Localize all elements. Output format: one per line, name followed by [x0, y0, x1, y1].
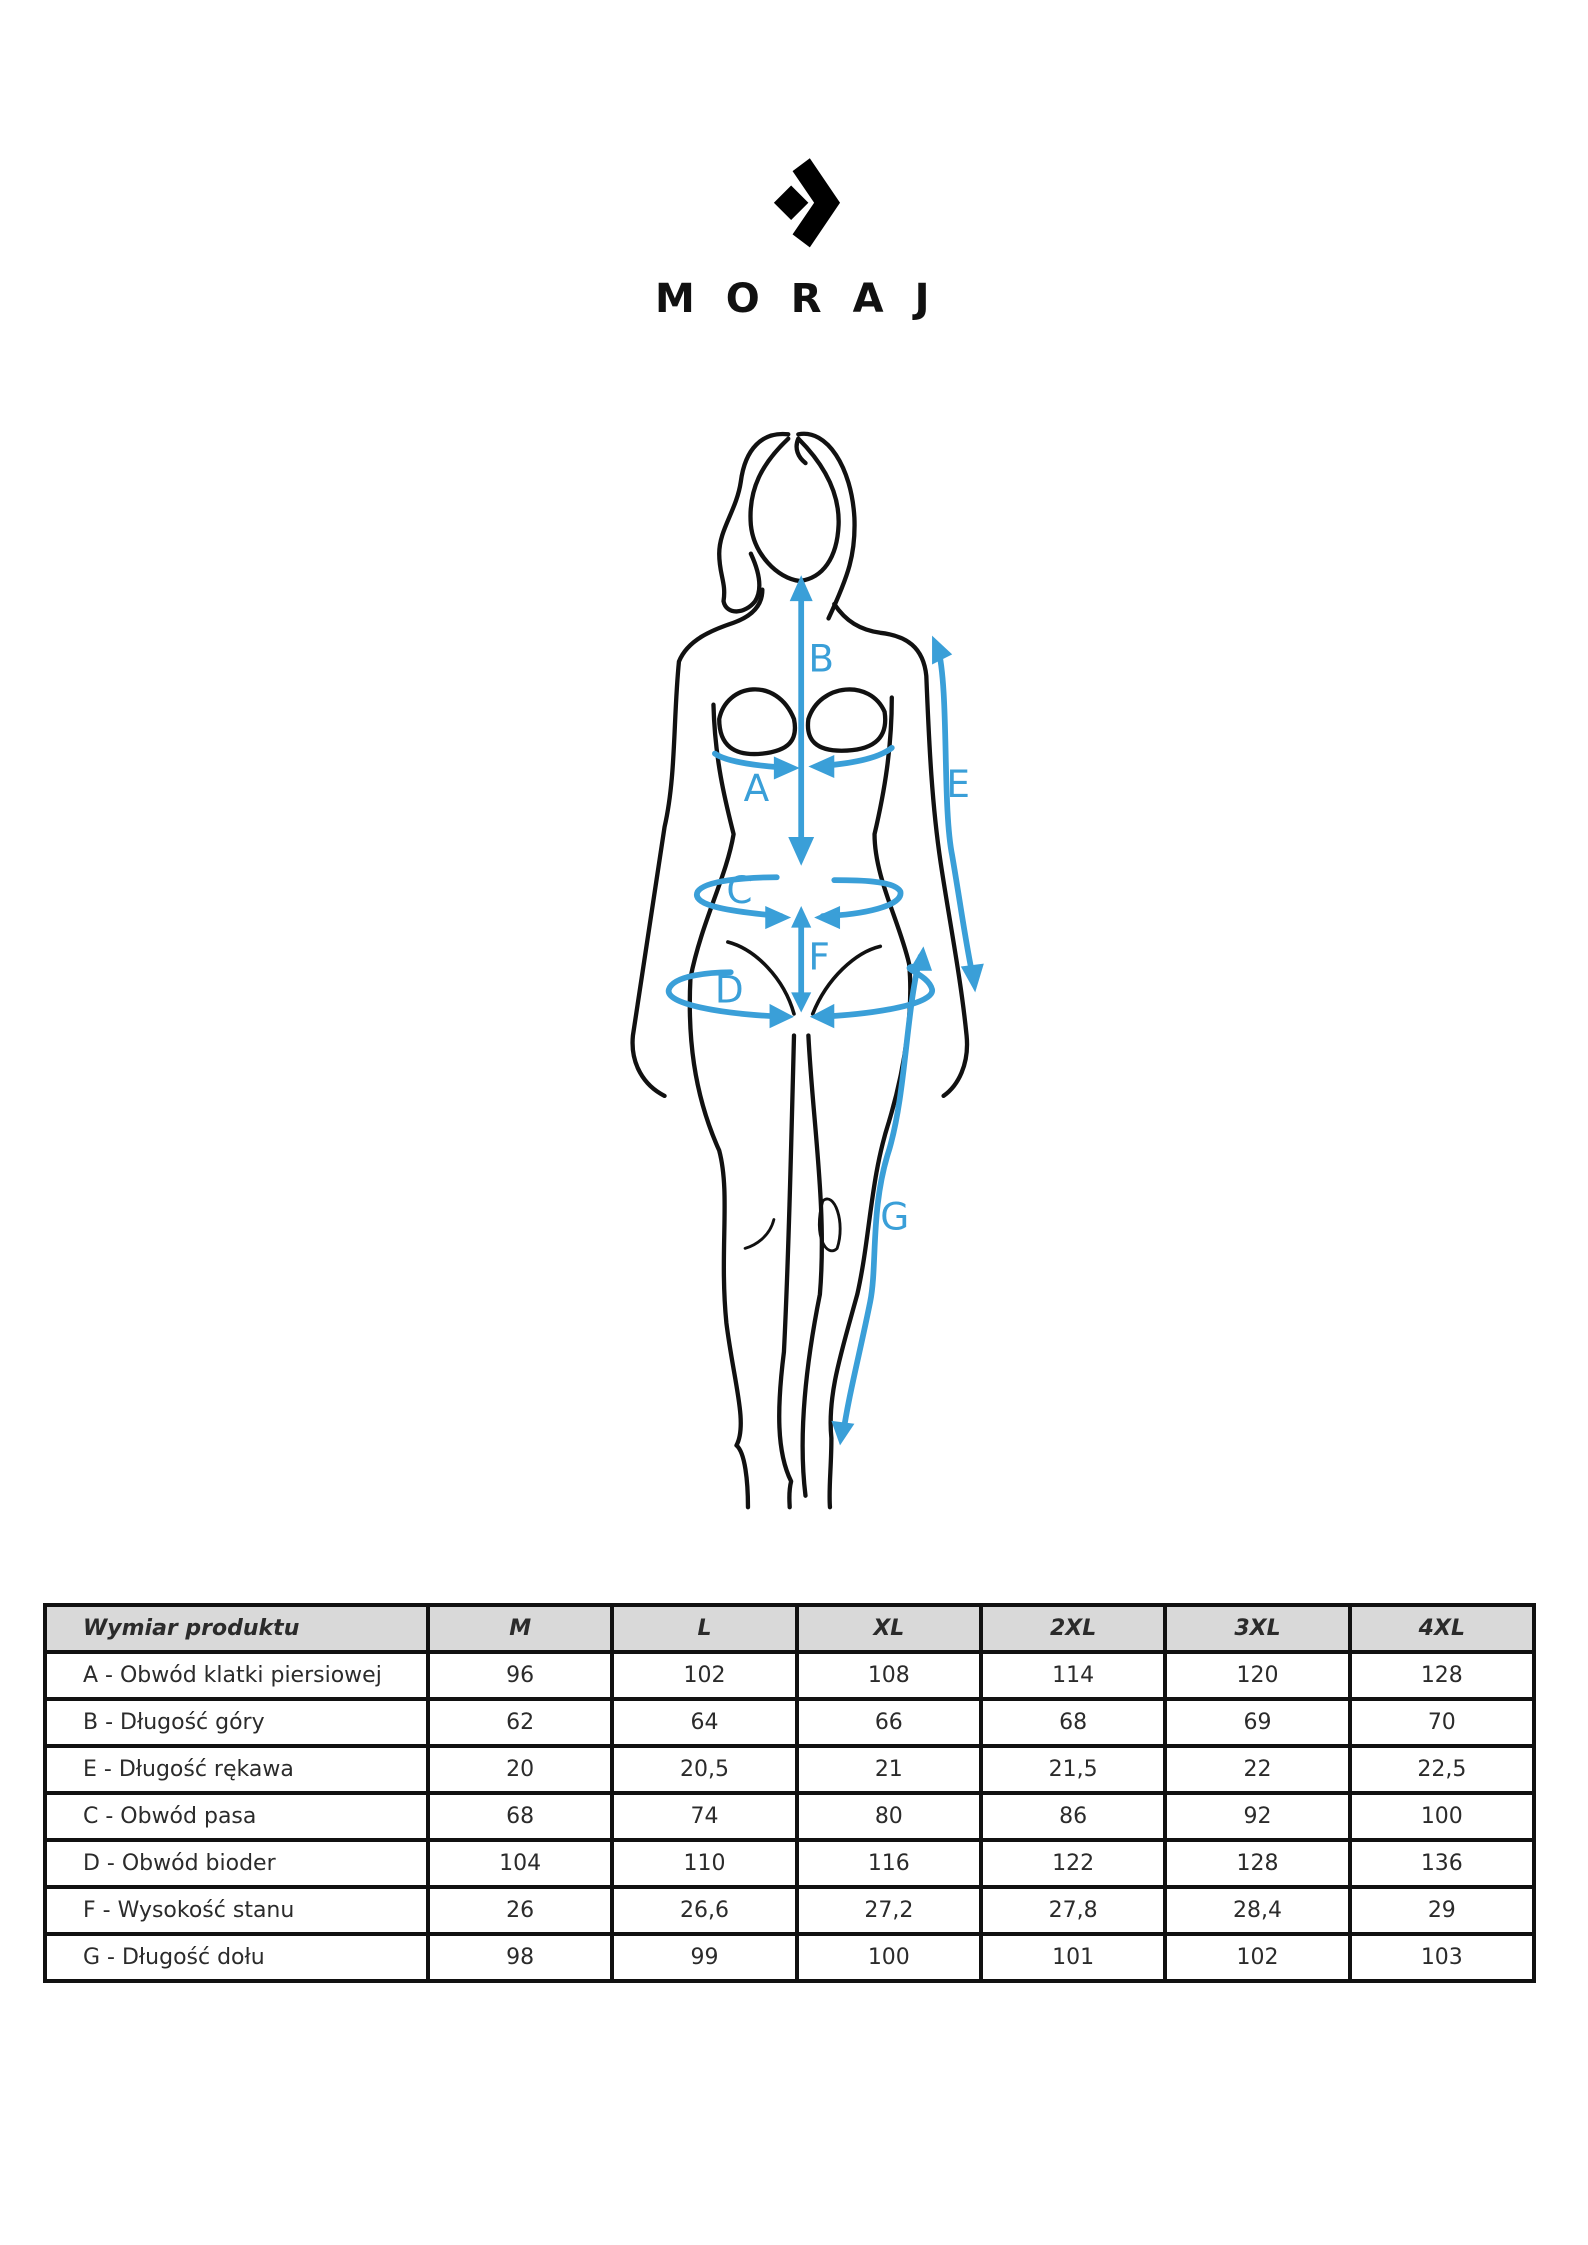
arrow-d: [665, 963, 935, 1020]
dimension-label: D - Obwód bioder: [43, 1838, 430, 1889]
size-value: 26: [425, 1885, 615, 1936]
label-a: A: [744, 766, 770, 810]
size-value: 20,5: [610, 1744, 799, 1795]
measurement-arrows: [665, 586, 977, 1439]
size-value: 96: [425, 1650, 615, 1701]
column-header-size: M: [425, 1603, 615, 1654]
size-value: 80: [794, 1791, 983, 1842]
column-header-size: XL: [794, 1603, 983, 1654]
size-value: 68: [425, 1791, 615, 1842]
table-row: E - Długość rękawa 20 20,5 21 21,5 22 22,5: [43, 1744, 1537, 1795]
size-value: 92: [1163, 1791, 1352, 1842]
arrow-c: [694, 874, 904, 919]
size-value: 122: [978, 1838, 1168, 1889]
size-value: 68: [978, 1697, 1168, 1748]
table-row: D - Obwód bioder 104 110 116 122 128 136: [43, 1838, 1537, 1889]
size-value: 74: [610, 1791, 799, 1842]
size-value: 102: [1163, 1932, 1352, 1983]
size-value: 29: [1347, 1885, 1537, 1936]
body-outline: [630, 431, 970, 1510]
size-value: 103: [1347, 1932, 1537, 1983]
dimension-label: B - Długość góry: [43, 1697, 430, 1748]
size-table: Wymiar produktu M L XL 2XL 3XL 4XL A - Obwód k…: [43, 1603, 1537, 1983]
column-header-size: 2XL: [978, 1603, 1168, 1654]
dimension-label: G - Długość dołu: [43, 1932, 430, 1983]
dimension-label: C - Obwód pasa: [43, 1791, 430, 1842]
table-row: B - Długość góry 62 64 66 68 69 70: [43, 1697, 1537, 1748]
size-value: 99: [610, 1932, 799, 1983]
size-value: 128: [1163, 1838, 1352, 1889]
table-row: G - Długość dołu 98 99 100 101 102 103: [43, 1932, 1537, 1983]
table-row: C - Obwód pasa 68 74 80 86 92 100: [43, 1791, 1537, 1842]
label-f: F: [808, 934, 830, 978]
size-value: 21,5: [978, 1744, 1168, 1795]
size-value: 100: [794, 1932, 983, 1983]
brand-name: MORAJ: [655, 276, 961, 322]
label-g: G: [880, 1195, 909, 1239]
table-row: F - Wysokość stanu 26 26,6 27,2 27,8 28,4 29: [43, 1885, 1537, 1936]
dimension-label: A - Obwód klatki piersiowej: [43, 1650, 430, 1701]
arrow-e: [934, 644, 977, 984]
size-value: 22: [1163, 1744, 1352, 1795]
dimension-label: E - Długość rękawa: [43, 1744, 430, 1795]
column-header-size: L: [610, 1603, 799, 1654]
size-value: 22,5: [1347, 1744, 1537, 1795]
size-value: 100: [1347, 1791, 1537, 1842]
label-c: C: [726, 868, 752, 912]
size-value: 120: [1163, 1650, 1352, 1701]
size-value: 66: [794, 1697, 983, 1748]
size-value: 110: [610, 1838, 799, 1889]
size-value: 114: [978, 1650, 1168, 1701]
size-value: 70: [1347, 1697, 1537, 1748]
size-value: 21: [794, 1744, 983, 1795]
label-d: D: [715, 967, 744, 1011]
size-value: 27,2: [794, 1885, 983, 1936]
dimension-label: F - Wysokość stanu: [43, 1885, 430, 1936]
arrowheads: [765, 575, 984, 1446]
column-header-size: 3XL: [1163, 1603, 1352, 1654]
table-header-row: Wymiar produktu M L XL 2XL 3XL 4XL: [43, 1603, 1537, 1654]
arrow-g: [840, 953, 924, 1439]
size-value: 136: [1347, 1838, 1537, 1889]
size-value: 27,8: [978, 1885, 1168, 1936]
label-b: B: [808, 637, 834, 681]
size-value: 86: [978, 1791, 1168, 1842]
size-value: 108: [794, 1650, 983, 1701]
column-header-dimension: Wymiar produktu: [43, 1603, 430, 1654]
size-value: 62: [425, 1697, 615, 1748]
table-row: A - Obwód klatki piersiowej 96 102 108 114 12…: [43, 1650, 1537, 1701]
size-value: 116: [794, 1838, 983, 1889]
label-e: E: [946, 762, 970, 806]
column-header-size: 4XL: [1347, 1603, 1537, 1654]
size-value: 128: [1347, 1650, 1537, 1701]
size-value: 102: [610, 1650, 799, 1701]
size-value: 28,4: [1163, 1885, 1352, 1936]
size-value: 64: [610, 1697, 799, 1748]
size-value: 98: [425, 1932, 615, 1983]
size-value: 104: [425, 1838, 615, 1889]
size-value: 20: [425, 1744, 615, 1795]
size-value: 26,6: [610, 1885, 799, 1936]
size-value: 69: [1163, 1697, 1352, 1748]
size-value: 101: [978, 1932, 1168, 1983]
moraj-logo-icon: [773, 158, 841, 248]
